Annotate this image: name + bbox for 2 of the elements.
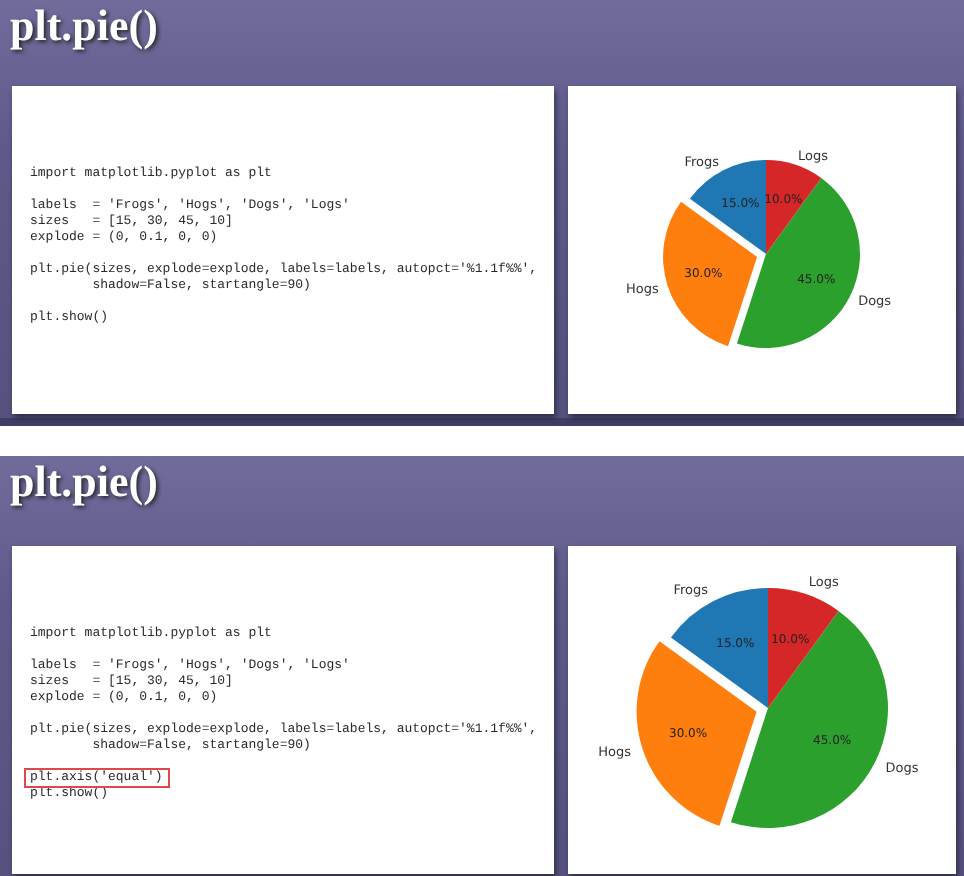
text: plt.pie() <box>10 0 158 50</box>
text: plt.pie() <box>10 456 158 506</box>
